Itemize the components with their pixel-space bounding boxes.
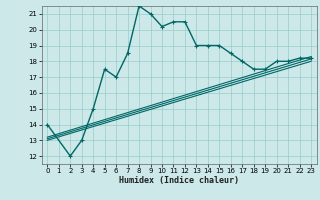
X-axis label: Humidex (Indice chaleur): Humidex (Indice chaleur) — [119, 176, 239, 185]
